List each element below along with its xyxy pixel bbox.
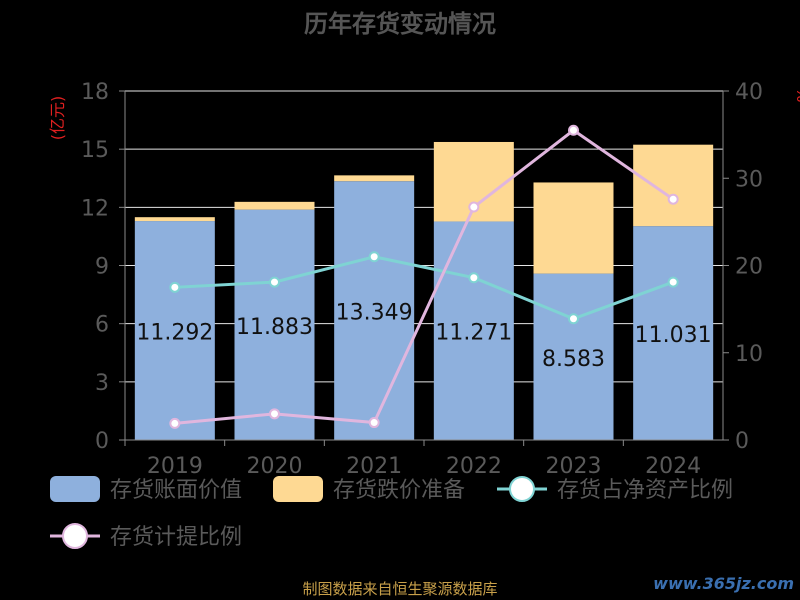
bar-value-label: 11.883 (236, 315, 313, 340)
legend-book-value-swatch (50, 476, 100, 502)
bar-impairment-reserve (533, 182, 614, 274)
grid-layer (125, 90, 723, 441)
bar-value-label: 13.349 (336, 301, 413, 326)
point-inventory-to-net-assets (269, 276, 280, 288)
bar-book-value (134, 221, 215, 440)
x-tick-label: 2023 (546, 454, 602, 479)
bar-value-label: 8.583 (542, 347, 605, 372)
legend-impairment-reserve-swatch (273, 476, 323, 502)
legend-impairment-reserve-label: 存货跌价准备 (333, 478, 465, 503)
x-tick-label: 2021 (346, 454, 402, 479)
x-tick-label: 2020 (247, 454, 303, 479)
bar-book-value (533, 273, 614, 440)
point-provision-ratio (568, 124, 579, 136)
line-layer (169, 124, 679, 429)
point-provision-ratio (468, 201, 480, 213)
bar-impairment-reserve (134, 217, 215, 222)
point-inventory-to-net-assets (169, 281, 181, 293)
legend-inventory-to-net-assets-label: 存货占净资产比例 (557, 478, 733, 503)
point-provision-ratio (269, 408, 280, 420)
y-left-tick-label: 18 (81, 80, 109, 105)
point-inventory-to-net-assets (667, 276, 679, 288)
legend-provision-ratio-marker (62, 523, 88, 549)
y-left-tick-label: 12 (81, 196, 109, 221)
y-right-tick-label: 0 (735, 429, 749, 454)
bar-book-value (234, 209, 315, 440)
line-provision-ratio (174, 128, 675, 425)
legend-provision-ratio-label: 存货计提比例 (110, 525, 242, 550)
axis-layer: 0 3 6 9 12 15 18 0 10 20 30 40 (亿元)% 2019 2020 2021 2022… (48, 80, 800, 479)
bar-layer (134, 141, 714, 440)
x-tick-label: 2022 (446, 454, 502, 479)
bar-value-label: 11.031 (635, 323, 712, 348)
point-provision-ratio (368, 417, 380, 429)
x-tick-label: 2019 (147, 454, 203, 479)
y-left-tick-label: 6 (95, 313, 109, 338)
y-left-axis-label: (亿元) (48, 96, 67, 141)
bar-book-value (433, 221, 514, 440)
source-note: 制图数据来自恒生聚源数据库 (302, 580, 498, 598)
legend-inventory-to-net-assets-marker (509, 476, 535, 502)
y-right-axis-label: % (793, 87, 800, 102)
bar-value-label: 11.292 (136, 321, 213, 346)
label-layer: 11.292 11.883 13.349 11.271 8.583 11.031 (136, 301, 711, 372)
point-inventory-to-net-assets (368, 251, 380, 263)
point-inventory-to-net-assets (568, 313, 579, 325)
watermark: www.365jz.com (653, 574, 794, 593)
x-tick-label: 2024 (645, 454, 701, 479)
chart-title: 历年存货变动情况 (304, 10, 496, 38)
point-provision-ratio (169, 417, 181, 429)
y-right-tick-label: 20 (735, 255, 763, 280)
bar-impairment-reserve (234, 201, 315, 210)
y-right-tick-label: 40 (735, 80, 763, 105)
bar-book-value (334, 181, 415, 440)
bar-book-value (633, 226, 714, 440)
line-inventory-to-net-assets (174, 255, 674, 321)
legend-book-value-label: 存货账面价值 (110, 478, 242, 503)
bar-value-label: 11.271 (435, 321, 512, 346)
bar-impairment-reserve (633, 144, 714, 227)
y-left-tick-label: 9 (95, 255, 109, 280)
y-left-tick-label: 15 (81, 138, 109, 163)
y-left-tick-label: 0 (95, 429, 109, 454)
y-right-tick-label: 30 (735, 167, 763, 192)
bar-impairment-reserve (334, 175, 415, 182)
y-right-tick-label: 10 (735, 342, 763, 367)
point-inventory-to-net-assets (468, 272, 480, 284)
y-left-tick-label: 3 (95, 371, 109, 396)
point-provision-ratio (667, 193, 679, 205)
